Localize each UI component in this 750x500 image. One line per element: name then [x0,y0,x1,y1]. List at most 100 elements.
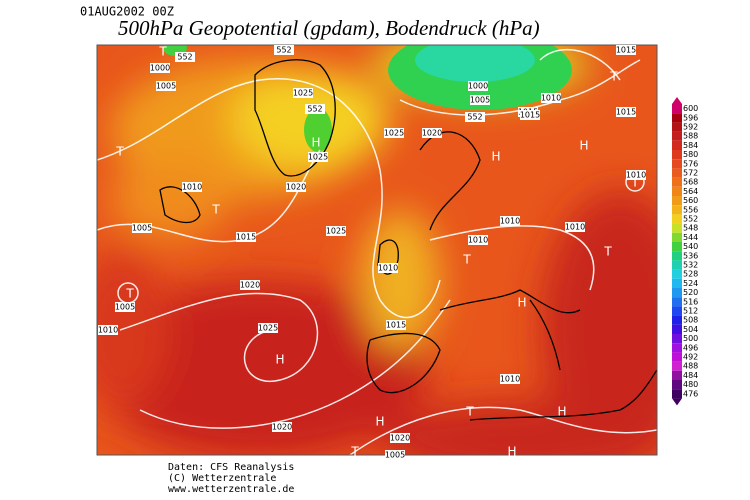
isobar-label: 1015 [616,108,636,117]
isobar-label-bg [465,112,485,122]
isobar-label-bg [616,45,636,55]
colorbar-cell [672,131,682,141]
isobar-label: 1010 [541,94,561,103]
isobar-label-bg [385,450,405,460]
colorbar-label: 524 [683,279,698,288]
colorbar-arrow-bottom [672,398,682,406]
isobar-label: 1005 [470,96,490,105]
colorbar-cell [672,370,682,380]
isobar-label-bg [386,320,406,330]
pressure-center: T [465,405,474,419]
colorbar-cell [672,306,682,316]
isobar-label-bg [240,280,260,290]
pressure-center: T [462,253,471,267]
colorbar-label: 512 [683,307,698,316]
isobar-label: 552 [276,46,291,55]
isobar-label-bg [541,93,561,103]
colorbar-label: 520 [683,288,698,297]
colorbar-label: 536 [683,251,698,260]
isobar-label-bg [150,63,170,73]
isobar-label-bg [500,374,520,384]
colorbar-cell [672,315,682,325]
colorbar-label: 548 [683,224,698,233]
isobar-label: 1025 [293,89,313,98]
pressure-center: H [557,405,566,419]
colorbar-cell [672,343,682,353]
isobar-label: 1020 [272,423,292,432]
colorbar-label: 488 [683,362,698,371]
colorbar-label: 564 [683,187,698,196]
pressure-center: H [375,415,384,429]
colorbar-cell [672,297,682,307]
map-area [97,45,657,455]
colorbar-cell [672,104,682,114]
isobar-label-bg [236,232,256,242]
pressure-center: T [125,287,134,301]
isobar-label: 552 [307,105,322,114]
isobar-label: 1010 [565,223,585,232]
colorbar-cell [672,324,682,334]
date-label: 01AUG2002 00Z [80,5,174,19]
isobar-label-bg [115,302,135,312]
colorbar-label: 584 [683,141,698,150]
colorbar-label: 572 [683,169,698,178]
isobar-label: 1020 [286,183,306,192]
colorbar-label: 508 [683,316,698,325]
colorbar-label: 500 [683,334,698,343]
colorbar-cell [672,352,682,362]
isobar-label: 1010 [500,375,520,384]
colorbar-cell [672,334,682,344]
isobar-label-bg [378,263,398,273]
isobar-label: 1000 [150,64,170,73]
colorbar-label: 596 [683,113,698,122]
pressure-center: H [275,353,284,367]
colorbar-label: 592 [683,123,698,132]
isobar-label-bg [272,422,292,432]
isobar-label-bg [305,104,325,114]
isobar-label: 1015 [236,233,256,242]
isobar-label-bg [470,95,490,105]
footer-line: Daten: CFS Reanalysis [168,462,294,473]
pressure-center: T [115,145,124,159]
colorbar-label: 540 [683,242,698,251]
isobar-label-bg [274,45,294,55]
colorbar-label: 556 [683,205,698,214]
isobar-label: 1015 [386,321,406,330]
isobar-label-bg [132,223,152,233]
isobar-label: 1010 [468,236,488,245]
isobar-label: 552 [177,53,192,62]
colorbar-cell [672,288,682,298]
isobar-label: 1010 [500,217,520,226]
colorbar-label: 532 [683,261,698,270]
isobar-label-bg [616,107,636,117]
isobar-label-bg [384,128,404,138]
pressure-center: T [211,203,220,217]
isobar-label: 552 [467,113,482,122]
isobar-label: 1015 [616,46,636,55]
colorbar-label: 588 [683,132,698,141]
isobar-label: 1015 [520,111,540,120]
colorbar-label: 496 [683,343,698,352]
colorbar-cell [672,269,682,279]
colorbar-label: 480 [683,380,698,389]
pressure-center: T [630,176,639,190]
pressure-center: T [350,445,359,459]
pressure-center: H [491,150,500,164]
isobar-label-bg [293,88,313,98]
colorbar-cell [672,150,682,160]
colorbar-cell [672,389,682,399]
colorbar-cell [672,196,682,206]
pressure-center: H [517,296,526,310]
isobar-label-bg [468,81,488,91]
isobar-label-bg [182,182,202,192]
isobar-label-bg [156,81,176,91]
isobar-label-bg [520,110,540,120]
isobar-label: 1010 [378,264,398,273]
colorbar-label: 476 [683,389,698,398]
footer-line: www.wetterzentrale.de [168,484,294,495]
colorbar-cell [672,140,682,150]
pressure-center: T [609,70,618,84]
pressure-center: H [579,139,588,153]
isobar-label: 1025 [384,129,404,138]
